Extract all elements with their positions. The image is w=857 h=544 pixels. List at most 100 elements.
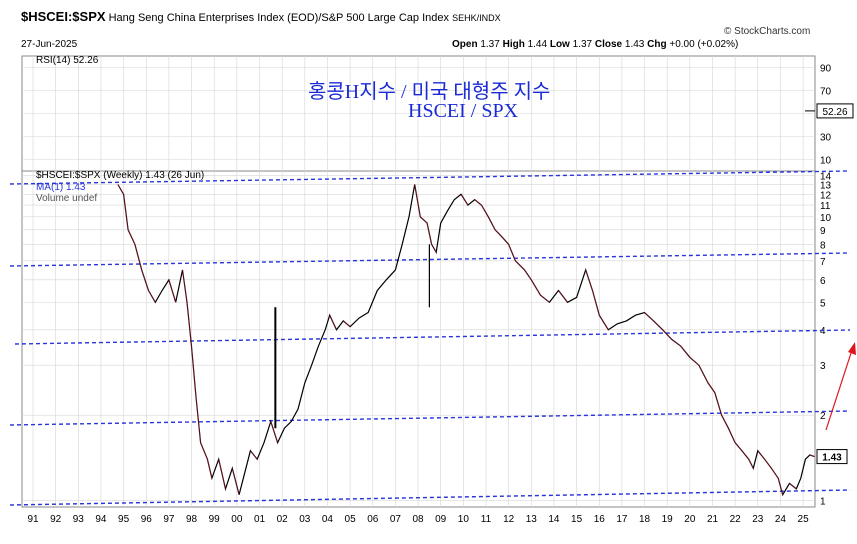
quote-line: Open 1.37 High 1.44 Low 1.37 Close 1.43 … [452, 39, 738, 50]
brand-label: © StockCharts.com [724, 26, 811, 37]
x-tick-label: 00 [231, 514, 243, 525]
price-tick-label: 9 [820, 226, 826, 237]
chart-symbol: $HSCEI:$SPX [21, 9, 106, 24]
price-down-segment [585, 269, 593, 291]
x-tick-label: 08 [412, 514, 424, 525]
price-down-segment [721, 415, 729, 429]
x-tick-label: 04 [322, 514, 334, 525]
x-tick-label: 25 [798, 514, 810, 525]
price-down-segment [474, 199, 482, 206]
x-tick-label: 97 [163, 514, 175, 525]
price-tick-label: 6 [820, 276, 826, 287]
x-tick-label: 24 [775, 514, 787, 525]
x-tick-label: 15 [571, 514, 583, 525]
trendline-5 [9, 489, 851, 506]
x-tick-label: 14 [548, 514, 560, 525]
price-down-segment [426, 223, 432, 245]
low-label: Low [549, 39, 570, 50]
price-down-segment [481, 204, 489, 217]
x-tick-label: 01 [254, 514, 266, 525]
price-down-segment [168, 279, 177, 303]
price-down-segment [431, 244, 437, 253]
price-down-segment [231, 468, 240, 495]
price-down-segment [218, 459, 226, 490]
price-down-segment [757, 450, 765, 460]
price-down-segment [494, 229, 503, 238]
high-label: High [502, 39, 525, 50]
x-tick-label: 11 [481, 514, 492, 525]
price-tick-label: 7 [820, 257, 826, 268]
x-tick-label: 91 [27, 514, 39, 525]
price-down-segment [741, 450, 750, 460]
price-down-segment [558, 290, 568, 303]
price-down-segment [592, 290, 600, 316]
price-tick-label: 12 [820, 190, 832, 201]
x-axis-ticks: 91 92 93 94 95 96 97 98 99 00 01 02 03 04 05 06 07 08 09 10… [27, 514, 809, 525]
price-down-segment [148, 290, 156, 303]
up-arrow [825, 342, 856, 431]
price-down-segment [598, 315, 609, 330]
grid-lines [22, 56, 815, 507]
trendlines [9, 170, 851, 506]
price-value-tag: 1.43 [822, 453, 842, 464]
close-label: Close [594, 39, 623, 50]
price-down-segment [771, 468, 779, 479]
price-down-segment [680, 346, 691, 358]
x-tick-label: 16 [594, 514, 606, 525]
x-tick-label: 06 [367, 514, 379, 525]
x-tick-label: 99 [209, 514, 221, 525]
low-value: 1.37 [572, 39, 593, 50]
x-tick-label: 03 [299, 514, 311, 525]
price-down-segment [127, 229, 136, 245]
trendline-3 [14, 329, 851, 345]
rsi-tick-label: 70 [820, 87, 832, 98]
price-tick-label: 4 [820, 326, 826, 337]
x-tick-label: 95 [118, 514, 130, 525]
price-tick-label: 11 [820, 201, 831, 212]
x-tick-label: 20 [684, 514, 696, 525]
price-down-segment [414, 184, 421, 217]
trendline-2 [9, 252, 851, 267]
price-down-segment [748, 459, 754, 469]
rsi-tick-label: 90 [820, 64, 832, 75]
x-tick-label: 19 [662, 514, 674, 525]
arrow-shaft [825, 349, 853, 431]
price-down-segment [809, 454, 815, 457]
price-down-segment [714, 392, 722, 416]
price-down-segment [653, 320, 663, 331]
chg-value: +0.00 (+0.02%) [669, 39, 739, 50]
rsi-tick-label: 10 [820, 156, 832, 167]
x-tick-label: 05 [345, 514, 357, 525]
chart-description: Hang Seng China Enterprises Index (EOD)/… [108, 12, 449, 24]
price-down-segment [789, 483, 797, 490]
price-down-segment [195, 397, 201, 443]
price-down-segment [460, 194, 469, 206]
value-tags: 52.26 1.43 [816, 103, 854, 465]
x-tick-label: 21 [707, 514, 719, 525]
rsi-legend: RSI(14) 52.26 [36, 55, 99, 66]
price-down-segment [689, 357, 700, 366]
price-line [117, 184, 815, 497]
price-tick-label: 13 [820, 180, 832, 191]
price-down-segment [207, 459, 213, 479]
price-down-segment [644, 312, 654, 322]
x-tick-label: 18 [639, 514, 651, 525]
price-panel-frame [21, 170, 816, 508]
x-tick-label: 09 [435, 514, 447, 525]
trendline-1 [9, 170, 851, 185]
price-down-segment [329, 315, 337, 330]
price-tick-label: 14 [820, 171, 832, 182]
x-tick-label: 92 [50, 514, 62, 525]
price-down-segment [343, 320, 351, 327]
x-tick-label: 23 [752, 514, 764, 525]
price-down-segment [250, 450, 258, 460]
x-tick-label: 10 [458, 514, 470, 525]
chart-title: $HSCEI:$SPX Hang Seng China Enterprises … [21, 9, 501, 24]
price-down-segment [117, 184, 124, 195]
price-down-segment [777, 478, 784, 495]
price-down-segment [501, 236, 509, 245]
x-tick-label: 17 [616, 514, 628, 525]
price-legend: $HSCEI:$SPX (Weekly) 1.43 (26 Jun) [36, 170, 205, 181]
